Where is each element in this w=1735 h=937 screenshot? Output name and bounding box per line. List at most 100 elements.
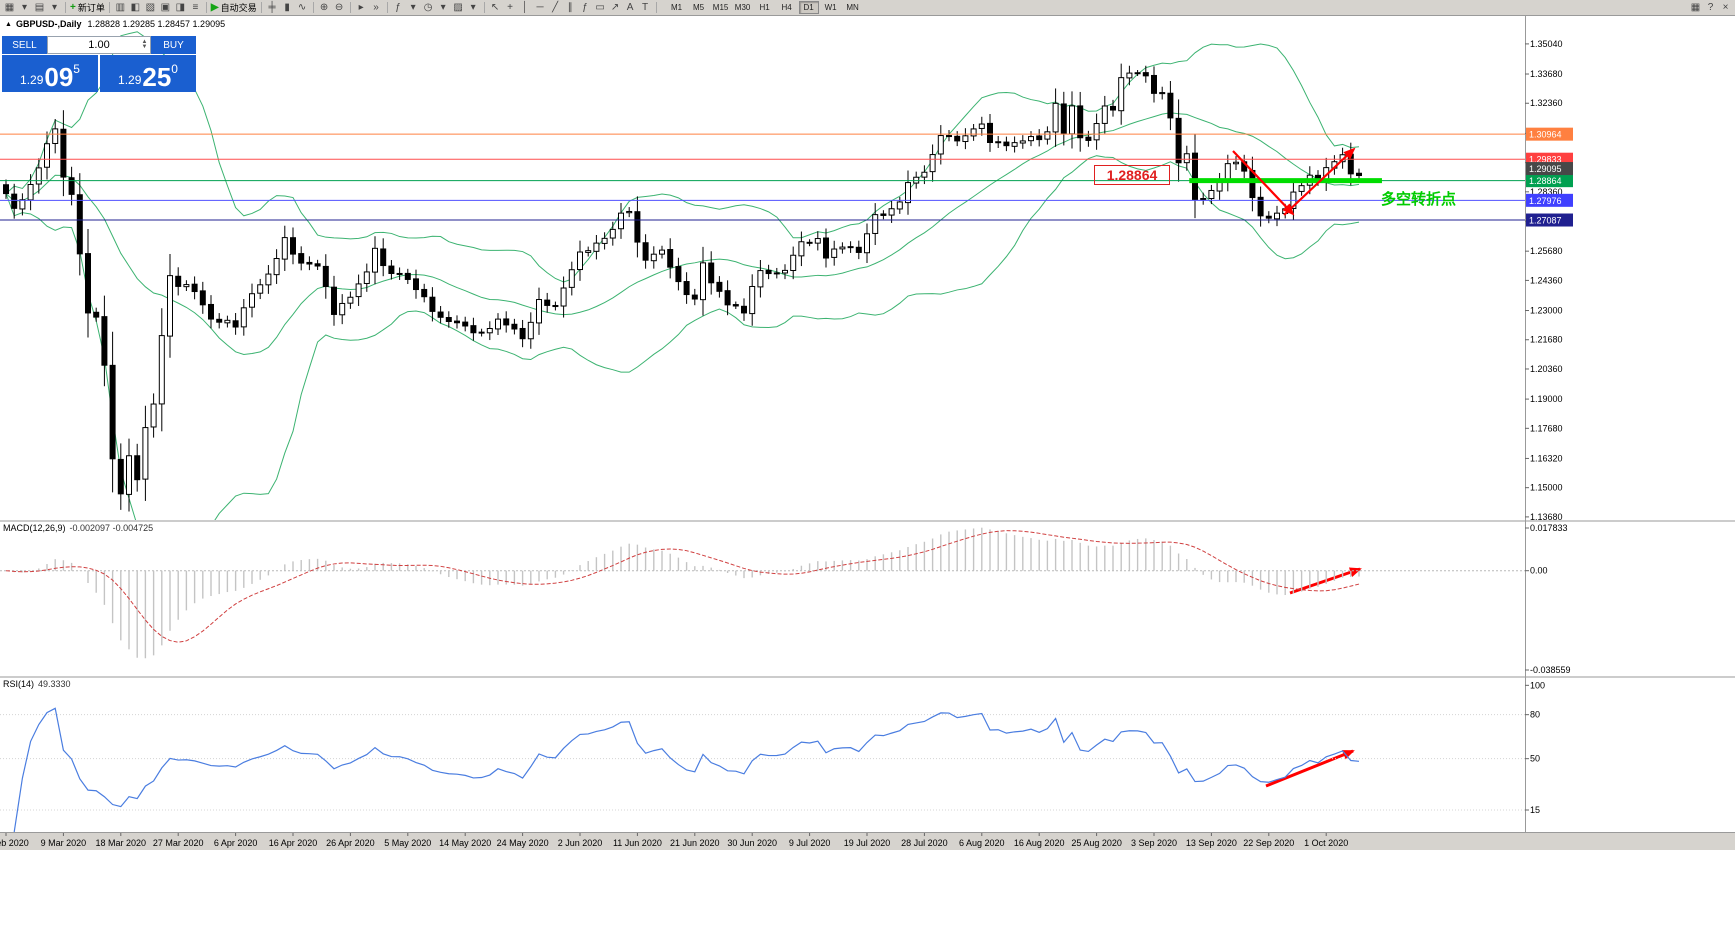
trendline-button[interactable]: ╱: [548, 1, 563, 15]
timeframe-M5[interactable]: M5: [693, 3, 705, 12]
candlestick-mode-button[interactable]: ▮: [280, 1, 295, 15]
horizontal-line-icon: ─: [536, 1, 544, 13]
date-tick-label: 25 Aug 2020: [1071, 838, 1122, 848]
timeframe-M1[interactable]: M1: [671, 3, 683, 12]
price-tick-label: 1.17680: [1530, 423, 1563, 433]
vertical-line-button[interactable]: │: [518, 1, 533, 15]
timeframe-H4[interactable]: H4: [781, 3, 792, 12]
sell-button[interactable]: SELL: [2, 36, 47, 54]
periods-dropdown-icon: ▾: [440, 1, 446, 13]
terminal-button[interactable]: ▣: [158, 1, 173, 15]
date-tick-label: 11 Jun 2020: [613, 838, 662, 848]
metaeditor-button[interactable]: ≡: [188, 1, 203, 15]
profiles-dropdown-button[interactable]: ▾: [47, 1, 62, 15]
bollinger-middle-band: [5, 112, 1360, 356]
timeframe-MN[interactable]: MN: [846, 3, 859, 12]
zoom-out-button[interactable]: ⊖: [332, 1, 347, 15]
new-order-button[interactable]: + 新订单: [69, 1, 106, 15]
new-chart-button[interactable]: ▦: [2, 1, 17, 15]
timeframe-M30[interactable]: M30: [734, 3, 751, 12]
date-tick-label: 1 Oct 2020: [1304, 838, 1348, 848]
date-tick-label: 6 Apr 2020: [214, 838, 258, 848]
indicators-button[interactable]: ƒ: [391, 1, 406, 15]
horizontal-line-button[interactable]: ─: [533, 1, 548, 15]
date-tick-label: 16 Aug 2020: [1014, 838, 1065, 848]
sell-price-button[interactable]: 1.29 09 5: [2, 55, 98, 92]
buy-price-sup: 0: [171, 62, 178, 76]
toolbar-separator: [655, 2, 657, 13]
price-tick-label: 1.19000: [1530, 394, 1563, 404]
line-chart-mode-button[interactable]: ∿: [295, 1, 310, 15]
buy-price-button[interactable]: 1.29 25 0: [100, 55, 196, 92]
auto-scroll-button[interactable]: ▸: [354, 1, 369, 15]
chart-shift-button[interactable]: »: [369, 1, 384, 15]
toolbar-right-group: ▦? ×: [1688, 1, 1733, 15]
volume-stepper[interactable]: ▲ ▼: [140, 38, 149, 52]
svg-text:1.27976: 1.27976: [1529, 196, 1562, 206]
vertical-line-icon: │: [521, 1, 529, 13]
timeframe-M15[interactable]: M15: [712, 3, 729, 12]
market-watch-button[interactable]: ▥: [113, 1, 128, 15]
auto-scroll-icon: ▸: [358, 1, 364, 13]
zoom-in-button[interactable]: ⊕: [317, 1, 332, 15]
text-label-button[interactable]: T: [638, 1, 653, 15]
text-icon: A: [626, 1, 634, 13]
price-tick-label: 1.23000: [1530, 306, 1563, 316]
help-button[interactable]: ?: [1707, 1, 1714, 13]
date-tick-label: 13 Sep 2020: [1186, 838, 1237, 848]
equidistant-channel-icon: ∥: [567, 1, 573, 13]
buy-button[interactable]: BUY: [151, 36, 196, 54]
candlesticks: [3, 63, 1362, 512]
date-tick-label: 19 Jul 2020: [844, 838, 891, 848]
equidistant-channel-button[interactable]: ∥: [563, 1, 578, 15]
new-chart-icon: ▦: [4, 1, 15, 13]
periods-button[interactable]: ◷: [421, 1, 436, 15]
cursor-button[interactable]: ↖: [488, 1, 503, 15]
templates-button[interactable]: ▨: [451, 1, 466, 15]
indicators-dropdown-button[interactable]: ▾: [406, 1, 421, 15]
data-window-button[interactable]: ◧: [128, 1, 143, 15]
profiles-button[interactable]: ▤: [32, 1, 47, 15]
auto-trading-icon: ▶: [210, 1, 219, 13]
crosshair-button[interactable]: +: [503, 1, 518, 15]
trendline-icon: ╱: [552, 1, 559, 13]
periods-dropdown-button[interactable]: ▾: [436, 1, 451, 15]
date-axis-strip: [0, 833, 1735, 850]
new-chart-dropdown-button[interactable]: ▾: [17, 1, 32, 15]
stepper-up-icon: ▲: [141, 39, 148, 45]
bar-chart-mode-button[interactable]: ╪: [265, 1, 280, 15]
price-tick-label: 1.24360: [1530, 275, 1563, 285]
chart-windows-button[interactable]: ▦: [1690, 1, 1701, 13]
rsi-value: 49.3330: [38, 679, 71, 689]
date-tick-label: 6 Aug 2020: [959, 838, 1005, 848]
volume-input[interactable]: 1.00 ▲ ▼: [47, 36, 151, 54]
timeframe-W1[interactable]: W1: [824, 3, 837, 12]
date-tick-label: 28 Jul 2020: [901, 838, 948, 848]
strategy-tester-button[interactable]: ◨: [173, 1, 188, 15]
timeframe-D1[interactable]: D1: [798, 1, 819, 14]
date-tick-label: 3 Sep 2020: [1131, 838, 1177, 848]
zoom-out-icon: ⊖: [334, 1, 344, 13]
shapes-icon: ▭: [595, 1, 605, 13]
auto-trading-button[interactable]: ▶ 自动交易: [210, 1, 258, 15]
bar-chart-mode-icon: ╪: [268, 1, 276, 13]
arrows-tool-button[interactable]: ↗: [608, 1, 623, 15]
templates-dropdown-button[interactable]: ▾: [466, 1, 481, 15]
metaeditor-icon: ≡: [192, 1, 199, 13]
navigator-button[interactable]: ▧: [143, 1, 158, 15]
text-button[interactable]: A: [623, 1, 638, 15]
strategy-tester-icon: ◨: [175, 1, 186, 13]
toolbar-separator: [65, 2, 66, 13]
timeframe-H1[interactable]: H1: [759, 3, 770, 12]
timeframe-toolbar: M1 M5 M15 M30 H1 H4 D1 W1 MN: [666, 1, 864, 14]
rsi-tick-label: 100: [1530, 680, 1545, 690]
app-close-button[interactable]: ×: [1722, 1, 1729, 13]
chart-title: ▲ GBPUSD-,Daily 1.28828 1.29285 1.28457 …: [5, 19, 225, 29]
price-tick-label: 1.25680: [1530, 246, 1563, 256]
rsi-tick-label: 50: [1530, 754, 1540, 764]
fibonacci-button[interactable]: ƒ: [578, 1, 593, 15]
trade-panel-price-row: 1.29 09 5 1.29 25 0: [2, 55, 196, 92]
price-tick-label: 1.20360: [1530, 364, 1563, 374]
shapes-button[interactable]: ▭: [593, 1, 608, 15]
